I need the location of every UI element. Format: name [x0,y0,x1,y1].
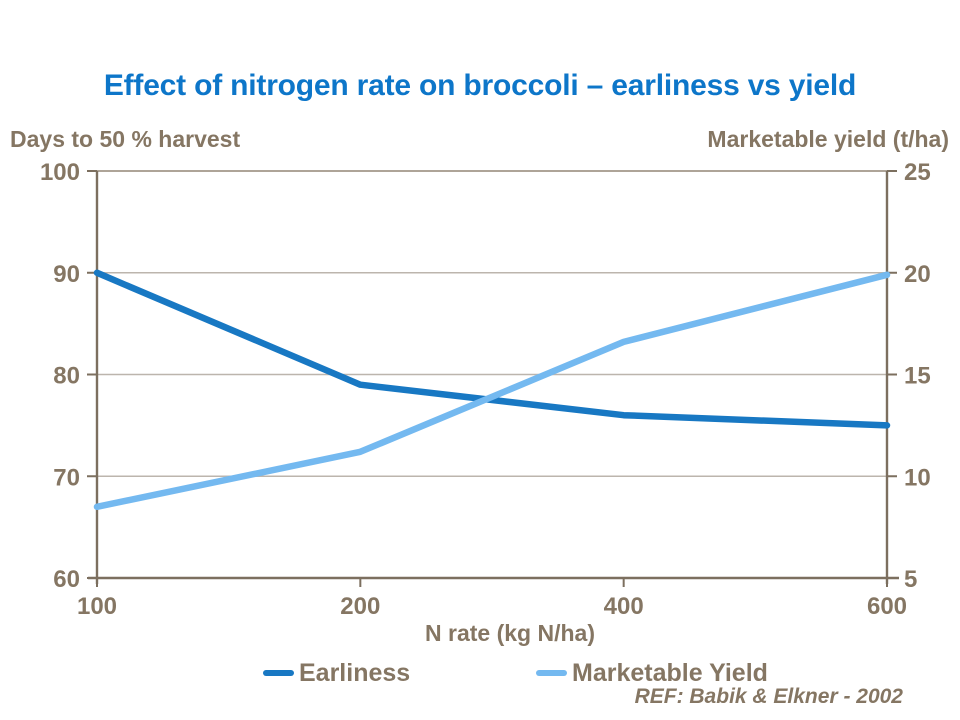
x-tick-label: 400 [604,593,644,620]
reference-note: REF: Babik & Elkner - 2002 [634,685,903,708]
right-tick-label: 10 [904,464,931,491]
right-tick-label: 20 [904,261,931,288]
chart-title: Effect of nitrogen rate on broccoli – ea… [103,69,857,102]
earliness-line [93,269,891,429]
legend-item-earliness: Earliness [263,658,410,688]
earliness-legend-label: Earliness [299,658,411,687]
left-tick-label: 90 [53,261,80,288]
marketable-yield-line [93,271,891,511]
marketable-yield-legend-swatch [536,670,567,676]
x-tick-label: 200 [340,593,380,620]
left-tick-label: 80 [53,363,80,390]
left-tick-label: 60 [53,566,80,593]
left-axis-title: Days to 50 % harvest [10,126,241,152]
legend-item-marketable-yield: Marketable Yield [536,658,768,688]
right-tick-label: 25 [904,159,931,186]
marketable-yield-legend-label: Marketable Yield [572,658,768,687]
x-tick-label: 600 [867,593,907,620]
right-axis-title: Marketable yield (t/ha) [707,126,949,152]
x-tick-label: 100 [77,593,117,620]
x-axis-title: N rate (kg N/ha) [425,620,595,646]
left-tick-label: 100 [40,159,80,186]
right-tick-label: 5 [904,566,917,593]
earliness-legend-swatch [263,670,294,676]
right-tick-label: 15 [904,363,931,390]
left-tick-label: 70 [53,464,80,491]
